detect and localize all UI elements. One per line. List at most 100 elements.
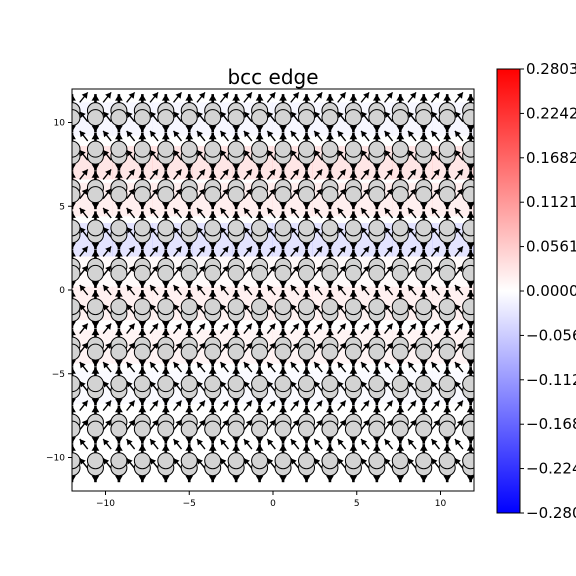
atom-marker	[368, 109, 386, 127]
displacement-arrowhead	[245, 169, 252, 176]
displacement-arrowhead	[454, 381, 461, 388]
displacement-arrowhead	[349, 290, 358, 297]
displacement-arrowhead	[152, 419, 159, 427]
displacement-arrowhead	[363, 188, 370, 196]
displacement-arrowhead	[326, 398, 334, 406]
displacement-arrowhead	[255, 242, 264, 250]
atom-marker	[180, 452, 198, 470]
colorbar-tick-label: 0.0561	[526, 238, 576, 256]
displacement-arrowhead	[431, 381, 438, 388]
atom-marker	[251, 298, 269, 316]
displacement-arrowhead	[372, 242, 381, 250]
displacement-arrowhead	[103, 439, 110, 446]
displacement-arrowhead	[361, 362, 368, 369]
displacement-arrowhead	[72, 164, 76, 171]
displacement-arrowhead	[431, 150, 438, 157]
displacement-arrowhead	[386, 400, 393, 407]
displacement-arrowhead	[419, 202, 428, 210]
displacement-arrowhead	[314, 285, 321, 292]
atom-marker	[133, 264, 151, 282]
displacement-arrowhead	[279, 444, 287, 451]
displacement-arrowhead	[443, 242, 452, 250]
displacement-arrowhead	[185, 367, 194, 374]
atom-marker	[344, 343, 362, 361]
displacement-arrowhead	[279, 125, 287, 133]
atom-marker	[251, 219, 269, 237]
displacement-arrowhead	[91, 281, 100, 288]
displacement-arrowhead	[243, 150, 250, 157]
displacement-arrowhead	[419, 94, 428, 101]
displacement-arrowhead	[105, 323, 112, 330]
displacement-arrowhead	[302, 360, 311, 367]
displacement-arrowhead	[279, 164, 287, 171]
atom-marker	[391, 264, 409, 282]
displacement-arrowhead	[269, 323, 276, 330]
displacement-arrowhead	[232, 281, 241, 288]
displacement-arrowhead	[185, 475, 194, 483]
atom-marker	[157, 140, 175, 158]
displacement-arrowhead	[161, 281, 170, 288]
displacement-arrowhead	[279, 437, 287, 444]
colorbar-ticks: 0.2803 0.2242 0.1682 0.1121 0.0561 0.0000 −0.0…	[520, 60, 576, 522]
displacement-arrowhead	[372, 328, 381, 336]
displacement-arrowhead	[314, 304, 321, 311]
displacement-arrowhead	[245, 323, 252, 330]
displacement-arrowhead	[81, 246, 88, 253]
displacement-arrowhead	[384, 304, 391, 311]
displacement-arrowhead	[316, 265, 323, 273]
displacement-arrowhead	[185, 405, 194, 413]
atom-marker	[72, 375, 81, 393]
displacement-arrowhead	[126, 285, 133, 292]
displacement-arrowhead	[243, 227, 250, 234]
displacement-arrowhead	[173, 111, 180, 118]
displacement-arrowhead	[138, 360, 147, 367]
displacement-arrowhead	[126, 458, 133, 465]
displacement-arrowhead	[396, 290, 405, 297]
displacement-arrowhead	[363, 92, 370, 99]
displacement-arrowhead	[105, 342, 112, 350]
displacement-arrowhead	[372, 405, 381, 413]
displacement-arrowhead	[255, 290, 264, 297]
displacement-arrowhead	[386, 246, 393, 253]
displacement-arrowhead	[138, 475, 147, 483]
atom-marker	[86, 375, 104, 393]
displacement-arrowhead	[466, 202, 474, 210]
displacement-arrowhead	[419, 321, 428, 329]
displacement-arrowhead	[103, 362, 110, 369]
displacement-arrowhead	[410, 400, 417, 407]
displacement-arrowhead	[372, 281, 381, 288]
atom-marker	[462, 343, 474, 361]
displacement-arrowhead	[349, 281, 358, 288]
displacement-arrowhead	[79, 381, 86, 388]
displacement-arrowhead	[150, 439, 157, 446]
atom-marker	[72, 140, 81, 158]
displacement-arrowhead	[302, 281, 311, 288]
displacement-arrowhead	[150, 150, 157, 157]
displacement-arrowhead	[128, 169, 135, 176]
displacement-arrowhead	[339, 92, 346, 99]
displacement-arrowhead	[255, 321, 264, 329]
displacement-arrowhead	[208, 249, 217, 257]
displacement-arrowhead	[196, 304, 203, 311]
displacement-arrowhead	[208, 328, 217, 336]
displacement-arrowhead	[431, 439, 438, 446]
atom-marker	[298, 264, 315, 282]
displacement-arrowhead	[255, 405, 264, 413]
displacement-arrowhead	[91, 475, 100, 483]
displacement-arrowhead	[79, 227, 86, 234]
displacement-arrowhead	[138, 94, 147, 101]
displacement-arrowhead	[196, 362, 203, 369]
displacement-arrowhead	[79, 362, 86, 369]
displacement-arrowhead	[339, 419, 346, 427]
displacement-arrowhead	[232, 405, 241, 413]
displacement-arrowhead	[208, 281, 217, 288]
displacement-arrowhead	[185, 242, 194, 250]
x-tick-label: 5	[354, 499, 360, 509]
displacement-arrowhead	[79, 130, 86, 138]
atom-marker	[321, 264, 339, 282]
displacement-arrowhead	[396, 94, 405, 101]
displacement-arrowhead	[372, 367, 381, 374]
displacement-arrowhead	[410, 323, 417, 330]
atom-marker	[86, 452, 104, 470]
